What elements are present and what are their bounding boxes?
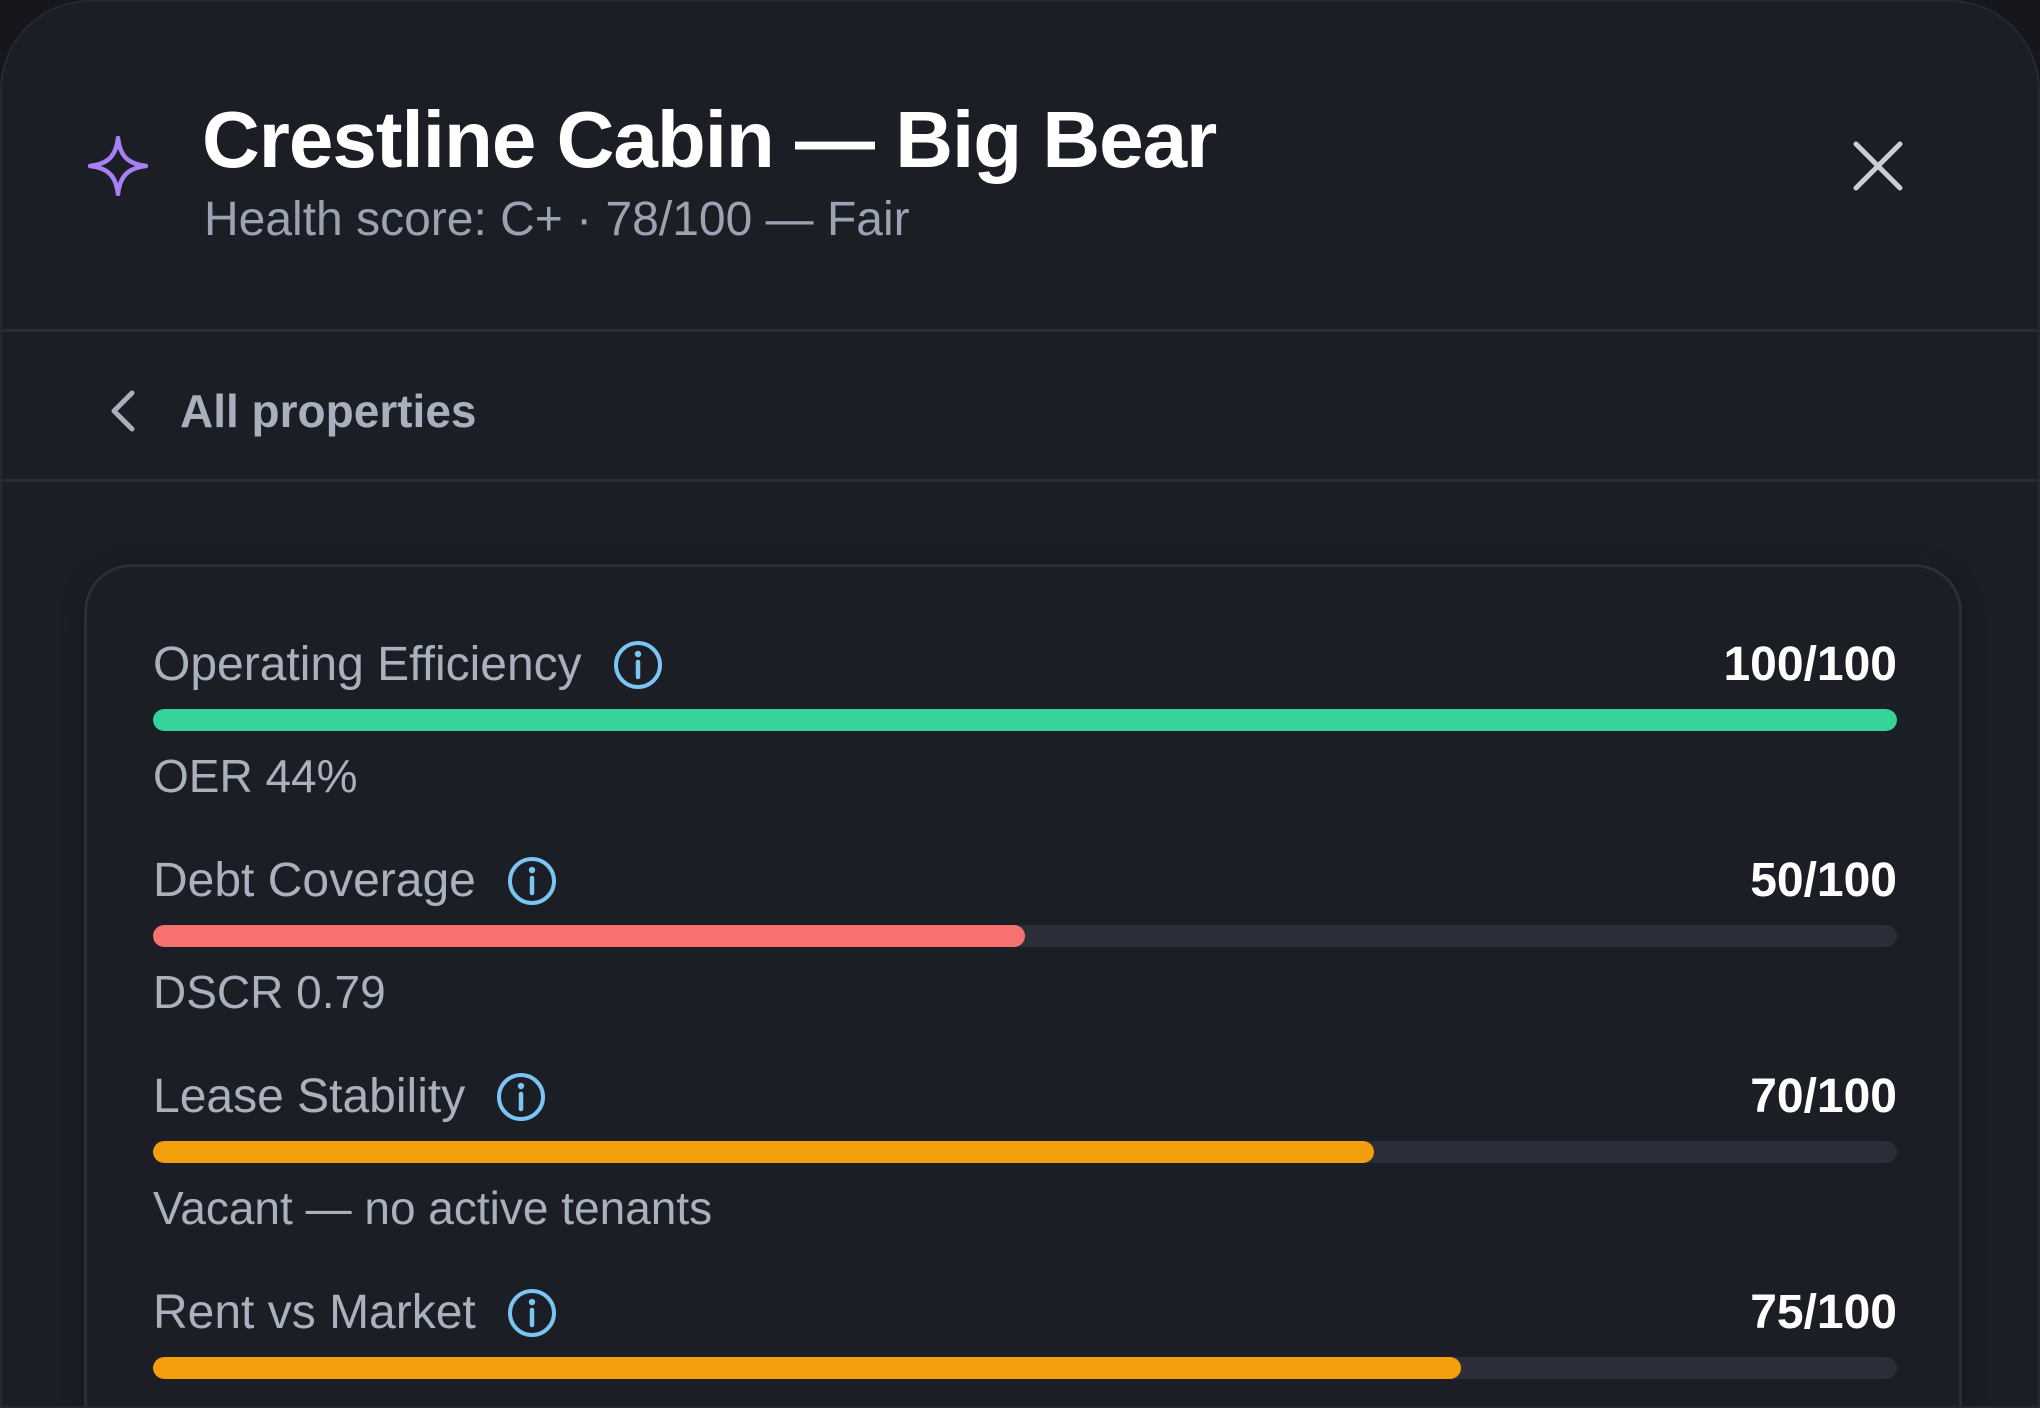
chevron-left-icon <box>111 390 135 432</box>
progress-track <box>153 925 1897 947</box>
metric-lease-stability: Lease Stability 70/100 Vacant — no activ… <box>153 1069 1897 1234</box>
progress-fill <box>153 1141 1374 1163</box>
metric-score: 70/100 <box>1750 1070 1897 1123</box>
progress-fill <box>153 925 1025 947</box>
metric-detail: Vacant — no active tenants <box>153 1182 713 1234</box>
metric-rent-vs-market: Rent vs Market 75/100 No market data — r… <box>153 1285 1897 1406</box>
metric-score: 100/100 <box>1723 638 1897 691</box>
back-to-all-properties-button[interactable]: All properties <box>106 383 477 439</box>
page-title: Crestline Cabin — Big Bear <box>202 95 1217 184</box>
metric-debt-coverage: Debt Coverage 50/100 DSCR 0.79 <box>153 853 1897 1018</box>
metric-name: Lease Stability <box>153 1070 466 1123</box>
metric-name: Debt Coverage <box>153 854 476 907</box>
panel-header: Crestline Cabin — Big Bear Health score:… <box>2 2 2038 332</box>
progress-fill <box>153 1357 1461 1379</box>
info-icon[interactable] <box>506 855 558 907</box>
progress-fill <box>153 709 1897 731</box>
metric-score: 75/100 <box>1750 1286 1897 1339</box>
metric-name: Rent vs Market <box>153 1286 476 1339</box>
back-label: All properties <box>180 385 477 437</box>
metric-operating-efficiency: Operating Efficiency 100/100 OER 44% <box>153 637 1897 802</box>
sparkle-icon <box>88 136 148 196</box>
score-breakdown-card: Operating Efficiency 100/100 OER 44% Deb… <box>84 564 1962 1406</box>
close-icon[interactable] <box>1850 138 1906 194</box>
progress-track <box>153 1141 1897 1163</box>
info-icon[interactable] <box>506 1287 558 1339</box>
health-score-subtitle: Health score: C+ · 78/100 — Fair <box>204 193 910 246</box>
metric-detail: No market data — run Market Valuation <box>153 1397 960 1406</box>
progress-track <box>153 1357 1897 1379</box>
metric-detail: OER 44% <box>153 750 358 802</box>
metric-score: 50/100 <box>1750 854 1897 907</box>
progress-track <box>153 709 1897 731</box>
metric-name: Operating Efficiency <box>153 638 582 691</box>
breadcrumb: All properties <box>2 335 2038 482</box>
info-icon[interactable] <box>495 1071 547 1123</box>
info-icon[interactable] <box>612 639 664 691</box>
metric-detail: DSCR 0.79 <box>153 966 386 1018</box>
